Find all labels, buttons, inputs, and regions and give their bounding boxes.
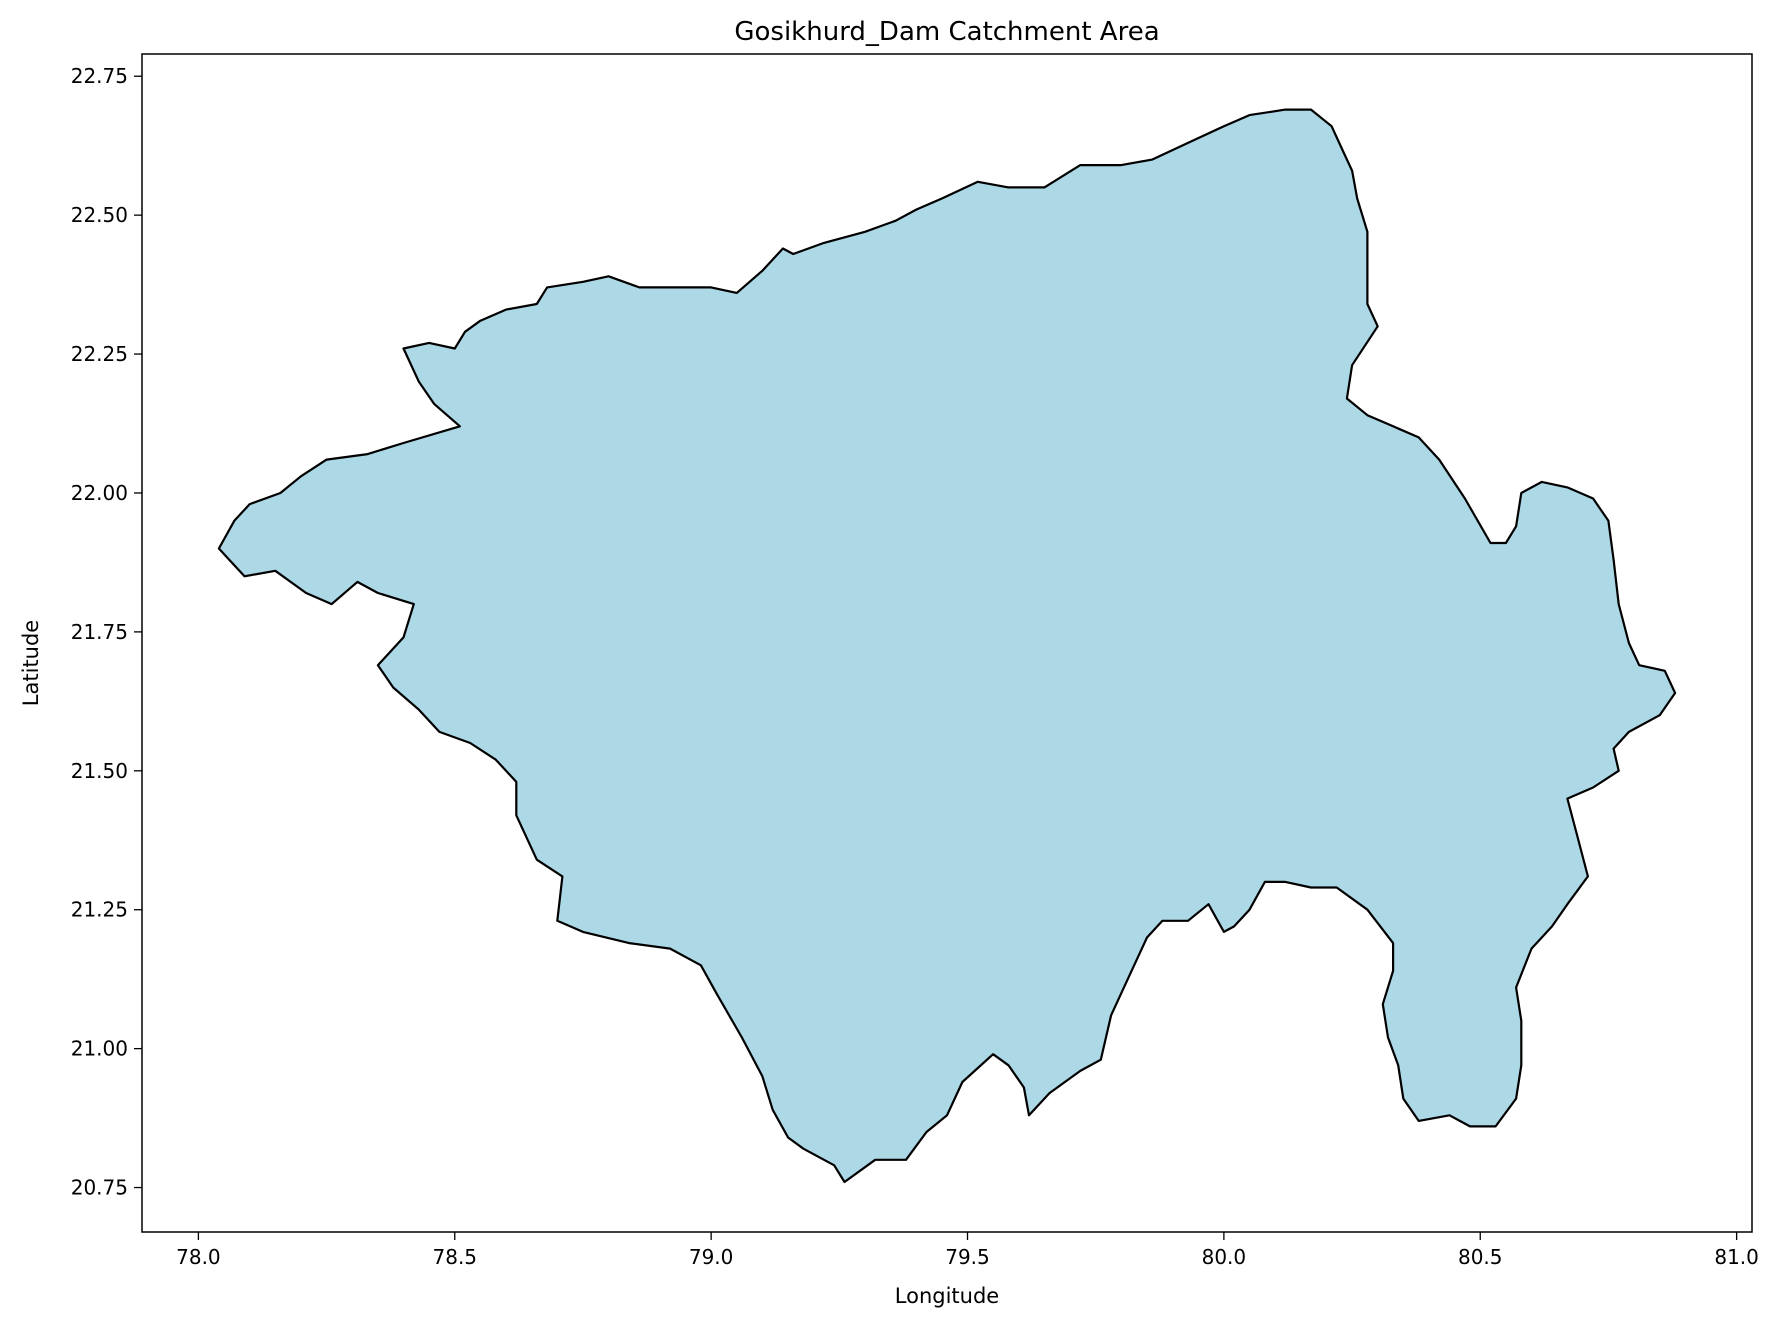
x-tick-label: 78.0 xyxy=(176,1245,221,1269)
y-axis-label: Latitude xyxy=(19,620,43,706)
x-tick-label: 79.5 xyxy=(945,1245,990,1269)
y-tick-label: 21.00 xyxy=(71,1037,128,1061)
y-tick-label: 21.50 xyxy=(71,759,128,783)
plot-area xyxy=(217,108,1677,1184)
x-tick-label: 81.0 xyxy=(1714,1245,1759,1269)
x-tick-label: 80.0 xyxy=(1202,1245,1247,1269)
catchment-region xyxy=(217,108,1677,1184)
x-tick-label: 80.5 xyxy=(1458,1245,1503,1269)
x-axis-ticks: 78.0 78.5 79.0 79.5 80.0 80.5 81.0 xyxy=(176,1232,1759,1269)
x-tick-label: 78.5 xyxy=(433,1245,478,1269)
y-tick-label: 21.75 xyxy=(71,620,128,644)
y-tick-label: 20.75 xyxy=(71,1176,128,1200)
y-tick-label: 22.00 xyxy=(71,481,128,505)
y-tick-label: 21.25 xyxy=(71,898,128,922)
axes-frame xyxy=(141,53,1753,1233)
y-tick-label: 22.50 xyxy=(71,203,128,227)
y-tick-label: 22.75 xyxy=(71,64,128,88)
y-axis-ticks: 20.75 21.00 21.25 21.50 21.75 22.00 22.25 22.50… xyxy=(71,64,142,1200)
x-tick-label: 79.0 xyxy=(689,1245,734,1269)
y-tick-label: 22.25 xyxy=(71,342,128,366)
x-axis-label: Longitude xyxy=(895,1284,999,1308)
chart-title: Gosikhurd_Dam Catchment Area xyxy=(734,17,1159,47)
